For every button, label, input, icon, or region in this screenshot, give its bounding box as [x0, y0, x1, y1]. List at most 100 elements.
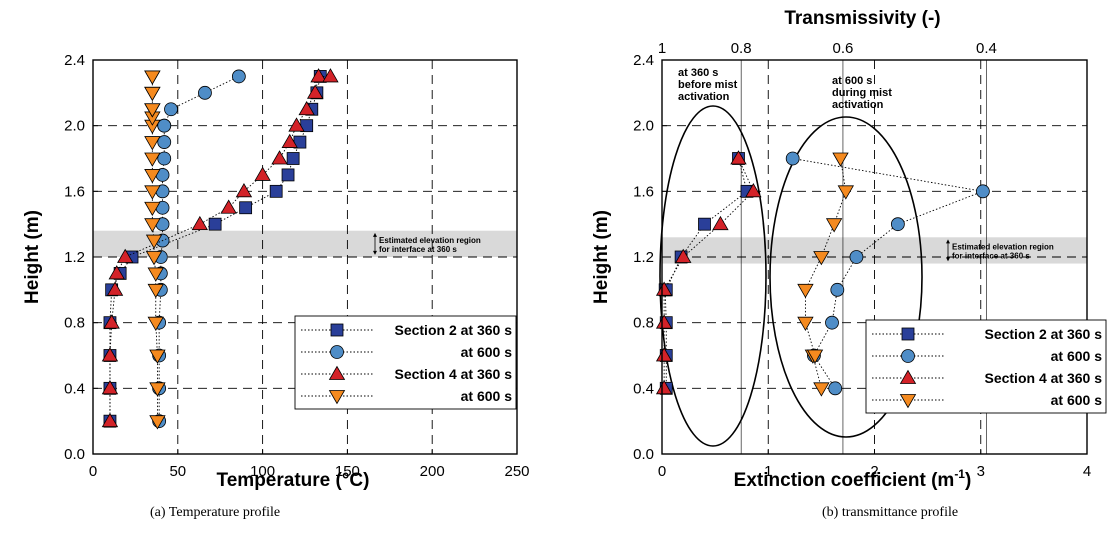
legend-marker: [328, 390, 346, 405]
series-3: [655, 150, 762, 395]
data-point: [220, 199, 237, 214]
data-point: [828, 381, 843, 396]
data-point: [145, 251, 163, 266]
data-point: [198, 85, 212, 100]
data-point: [149, 349, 166, 364]
data-point: [106, 281, 124, 296]
legend-label: at 600 s: [461, 388, 513, 404]
data-point: [310, 68, 327, 83]
x-tick-label: 50: [169, 463, 186, 480]
data-point: [655, 314, 673, 329]
x-tick-label: 2: [870, 463, 878, 480]
region-annotation: during mist: [832, 87, 892, 99]
data-point: [825, 218, 843, 233]
series-line: [792, 158, 985, 389]
data-point: [191, 215, 209, 231]
region-annotation: at 360 s: [678, 67, 718, 79]
plot-frame: [92, 59, 518, 455]
band-label: for interface at 360 s: [952, 251, 1030, 260]
data-point: [890, 217, 905, 232]
data-point: [271, 150, 288, 165]
top-tick-label: 1: [658, 40, 666, 57]
data-point: [144, 152, 161, 167]
legend-marker: [330, 323, 344, 337]
data-point: [797, 283, 814, 299]
data-point: [149, 415, 166, 430]
y-tick-label: 0.4: [633, 380, 654, 397]
data-point: [208, 217, 222, 231]
legend-label: Section 2 at 360 s: [984, 326, 1102, 342]
y-axis-label: Height (m): [22, 210, 43, 304]
data-point: [144, 103, 161, 118]
y-tick-label: 0.0: [64, 446, 85, 463]
data-point: [144, 218, 161, 233]
legend-marker: [328, 365, 346, 380]
data-point: [730, 150, 747, 165]
legend-label: at 600 s: [1051, 392, 1103, 408]
band-label: Estimated elevation region: [379, 236, 481, 245]
y-tick-label: 0.8: [633, 315, 654, 332]
data-point: [101, 380, 119, 395]
data-point: [254, 166, 271, 181]
data-point: [655, 380, 673, 395]
data-point: [144, 136, 161, 151]
x-tick-label: 250: [504, 463, 529, 480]
data-point: [147, 267, 164, 282]
data-point: [298, 100, 315, 116]
y-tick-label: 2.4: [633, 52, 654, 69]
data-point: [813, 382, 830, 397]
region-annotation: activation: [832, 99, 884, 111]
legend: Section 2 at 360 s at 600 s Section 4 at 3…: [294, 315, 517, 410]
legend-label: Section 4 at 360 s: [394, 366, 512, 382]
legend-label: Section 4 at 360 s: [984, 370, 1102, 386]
legend-label: at 600 s: [461, 344, 513, 360]
x-tick-label: 0: [658, 463, 666, 480]
band-arrow-head: [946, 257, 950, 262]
x-tick-label: 0: [89, 463, 97, 480]
data-point: [322, 68, 339, 83]
band-arrow-head: [373, 250, 377, 255]
band-label: Estimated elevation region: [952, 242, 1054, 251]
legend-marker: [901, 349, 915, 363]
series-3: [101, 68, 339, 428]
series-line: [664, 158, 748, 389]
band-arrow-head: [373, 232, 377, 237]
data-point: [797, 316, 814, 331]
data-point: [157, 151, 172, 166]
chart-panel-2: 0 1 2 3 40.00.40.81.21.62.02.41 0.8 0.6 0.4Tran…: [591, 8, 1107, 520]
legend: Section 2 at 360 s at 600 s Section 4 at 3…: [865, 319, 1107, 414]
data-point: [145, 234, 163, 249]
legend-label: Section 2 at 360 s: [394, 322, 512, 338]
data-point: [117, 248, 134, 263]
series-4: [797, 152, 855, 397]
top-axis-label: Transmissivity (-): [784, 8, 940, 29]
legend-marker: [901, 327, 915, 341]
data-point: [655, 281, 673, 296]
legend-marker: [899, 394, 917, 409]
figure-caption: (a) Temperature profile: [150, 505, 280, 520]
data-point: [281, 133, 298, 148]
y-axis-label: Height (m): [591, 210, 612, 304]
data-point: [144, 185, 161, 200]
plot-frame: [661, 59, 1088, 455]
y-tick-label: 1.2: [64, 249, 85, 266]
data-point: [806, 349, 824, 364]
data-point: [837, 185, 855, 200]
data-point: [269, 184, 283, 198]
region-annotation: at 600 s: [832, 75, 872, 87]
y-tick-label: 0.4: [64, 380, 85, 397]
data-point: [108, 265, 125, 280]
data-point: [655, 347, 673, 362]
data-point: [288, 117, 305, 132]
x-axis-label: Extinction coefficient (m-1): [734, 467, 972, 491]
data-point: [785, 151, 800, 166]
top-tick-label: 0.6: [833, 40, 854, 57]
series-1: [658, 152, 754, 395]
data-point: [157, 118, 172, 133]
y-tick-label: 2.4: [64, 52, 85, 69]
chart-panel-1: 0 50 100 150 200 250 0.0 0.4 0.8 1.2 1.6 2.0 2.4 Esti…: [22, 52, 530, 520]
data-point: [231, 69, 246, 84]
y-tick-label: 0.8: [64, 315, 85, 332]
region-annotation: activation: [678, 91, 730, 103]
